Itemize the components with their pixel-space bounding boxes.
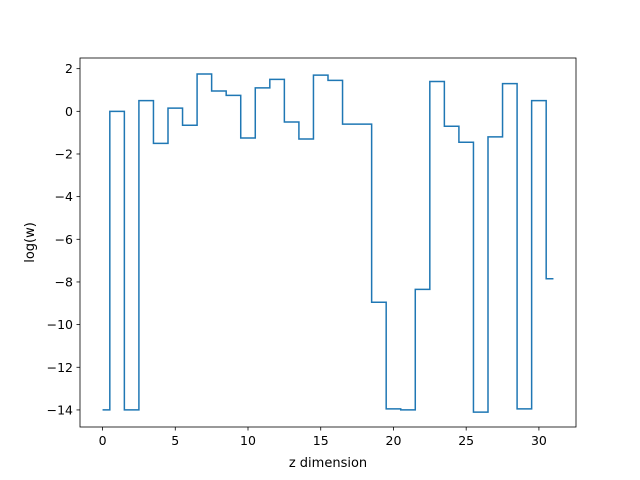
x-tick-label: 5: [171, 433, 179, 448]
x-tick-label: 30: [531, 433, 547, 448]
y-axis-label: log(w): [23, 222, 38, 263]
y-tick-label: −6: [55, 232, 73, 247]
series-line: [102, 73, 554, 413]
x-tick-label: 25: [458, 433, 474, 448]
x-tick-label: 15: [313, 433, 329, 448]
x-tick-label: 10: [240, 433, 256, 448]
x-tick-label: 0: [99, 433, 107, 448]
y-tick-label: −12: [47, 360, 73, 375]
x-axis-ticks: 0 5 10 15 20 25 30: [99, 427, 547, 448]
y-tick-label: 0: [65, 104, 73, 119]
y-tick-label: −10: [47, 317, 73, 332]
y-axis-ticks: 2 0 −2 −4 −6 −8 −10 −12 −14: [47, 61, 80, 417]
y-tick-label: −4: [55, 189, 73, 204]
x-tick-label: 20: [386, 433, 402, 448]
plot-area: [102, 73, 554, 413]
axes-frame: [79, 57, 577, 428]
y-tick-label: 2: [65, 61, 73, 76]
y-tick-label: −8: [55, 274, 73, 289]
x-axis-label: z dimension: [289, 456, 367, 471]
y-tick-label: −14: [47, 402, 73, 417]
y-tick-label: −2: [55, 146, 73, 161]
